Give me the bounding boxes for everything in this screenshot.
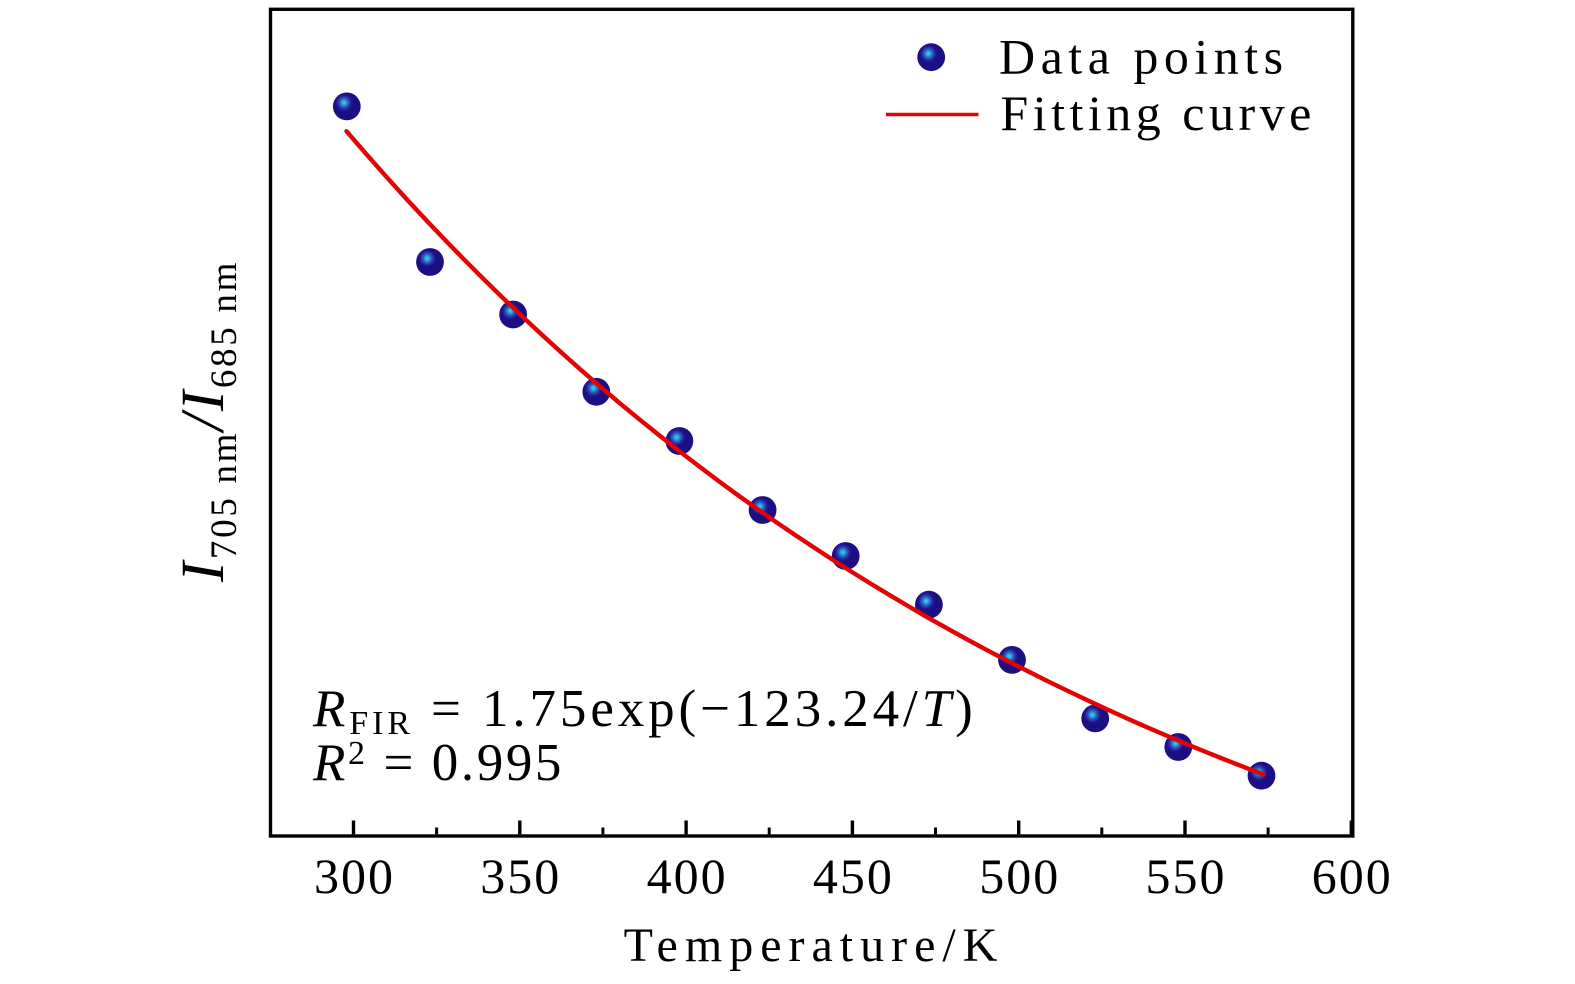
svg-text:R2 = 0.995: R2 = 0.995 bbox=[312, 734, 564, 792]
svg-text:350: 350 bbox=[480, 848, 561, 904]
svg-text:Data points: Data points bbox=[999, 28, 1289, 84]
svg-text:RFIR = 1.75exp(−123.24/T): RFIR = 1.75exp(−123.24/T) bbox=[312, 680, 977, 742]
svg-text:600: 600 bbox=[1312, 848, 1393, 904]
svg-text:I705 nm/I685 nm: I705 nm/I685 nm bbox=[170, 260, 245, 583]
svg-text:Fitting curve: Fitting curve bbox=[1000, 85, 1315, 141]
svg-text:500: 500 bbox=[979, 848, 1060, 904]
svg-text:550: 550 bbox=[1146, 848, 1227, 904]
svg-text:Temperature/K: Temperature/K bbox=[624, 919, 1005, 972]
svg-text:450: 450 bbox=[813, 848, 894, 904]
svg-text:300: 300 bbox=[314, 848, 395, 904]
svg-text:400: 400 bbox=[647, 848, 728, 904]
